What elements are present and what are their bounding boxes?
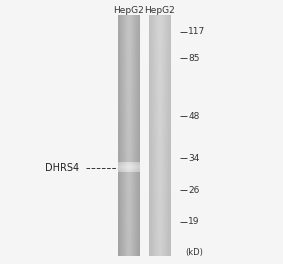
Text: 19: 19: [188, 217, 200, 226]
Text: 85: 85: [188, 54, 200, 63]
Text: (kD): (kD): [185, 248, 203, 257]
Text: HepG2: HepG2: [145, 6, 175, 15]
Text: 26: 26: [188, 186, 200, 195]
Text: 34: 34: [188, 154, 200, 163]
Text: DHRS4: DHRS4: [45, 163, 79, 173]
Text: 117: 117: [188, 27, 205, 36]
Text: 48: 48: [188, 112, 200, 121]
Text: HepG2: HepG2: [113, 6, 144, 15]
